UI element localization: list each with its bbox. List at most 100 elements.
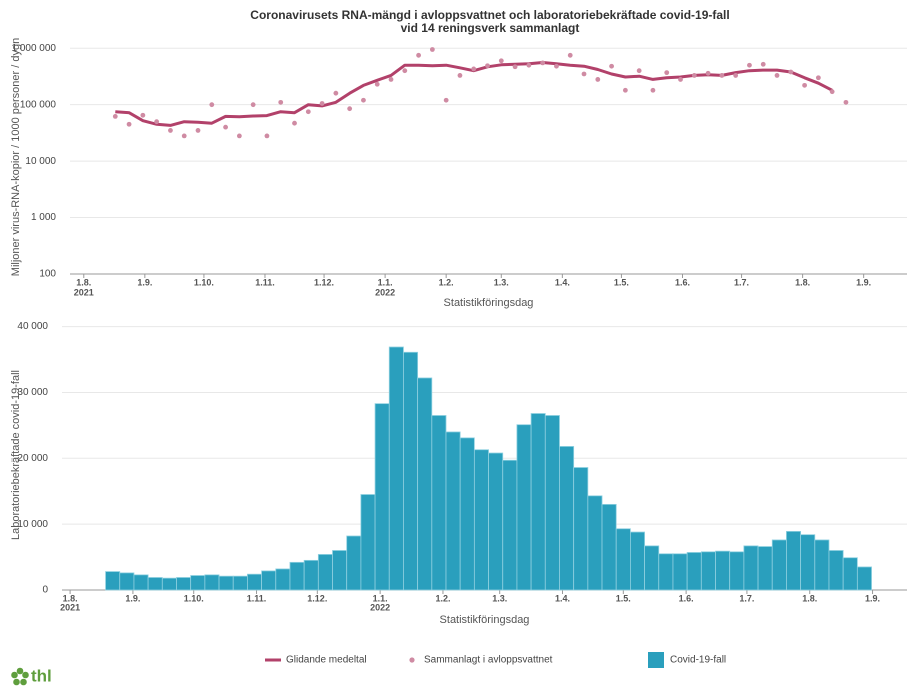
data-point xyxy=(223,124,228,130)
legend-label: Sammanlagt i avloppsvattnet xyxy=(424,655,553,666)
x-tick-label: 1.8. xyxy=(802,593,817,603)
data-point xyxy=(250,102,256,108)
bar xyxy=(573,467,589,591)
data-point xyxy=(691,73,697,78)
data-point xyxy=(388,77,394,82)
bar xyxy=(360,494,376,591)
data-point xyxy=(112,114,118,119)
data-point xyxy=(374,81,380,87)
chart-subtitle: vid 14 reningsverk sammanlagt xyxy=(401,21,580,35)
y-tick-label: 20 000 xyxy=(17,453,48,464)
x-tick-label: 1.8. xyxy=(795,277,810,287)
x-tick-label: 1.5. xyxy=(616,593,631,603)
x-tick-label: 1.3. xyxy=(494,277,509,287)
x-tick-label: 1.10. xyxy=(194,277,214,287)
bar xyxy=(488,452,504,591)
data-point xyxy=(236,133,242,139)
bar xyxy=(658,553,674,591)
bar xyxy=(544,415,560,591)
x-tick-label: 1.1. xyxy=(373,593,388,603)
x-tick-label: 1.9. xyxy=(125,593,140,603)
bar xyxy=(856,566,872,591)
x-tick-label: 1.2. xyxy=(439,277,454,287)
x-tick-label: 1.9. xyxy=(137,277,152,287)
x-tick-label: 1.9. xyxy=(865,593,880,603)
bar xyxy=(147,577,163,591)
bar xyxy=(303,559,319,591)
data-point xyxy=(774,73,780,78)
bar xyxy=(190,575,206,591)
x-tick-year: 2022 xyxy=(375,287,395,297)
data-point xyxy=(609,63,614,69)
logo-mark xyxy=(22,671,29,679)
x-tick-label: 1.11. xyxy=(255,277,275,287)
x-tick-label: 1.10. xyxy=(184,593,204,603)
data-point xyxy=(305,109,311,115)
bar xyxy=(119,572,135,591)
bar xyxy=(700,551,716,591)
x-tick-label: 1.4. xyxy=(555,277,570,287)
bar xyxy=(374,403,390,591)
data-point xyxy=(402,68,408,74)
bar xyxy=(771,539,787,591)
x-tick-label: 1.8. xyxy=(76,277,91,287)
bar xyxy=(261,570,277,591)
x-tick-label: 1.3. xyxy=(492,593,507,603)
bar xyxy=(431,415,447,591)
x-tick-label: 1.12. xyxy=(307,593,327,603)
x-tick-label: 1.2. xyxy=(435,593,450,603)
data-point xyxy=(361,97,366,103)
bar xyxy=(459,437,475,591)
x-tick-label: 1.6. xyxy=(675,277,690,287)
data-point xyxy=(457,73,463,78)
data-point xyxy=(292,120,297,126)
data-point xyxy=(719,73,725,78)
y-tick-label: 100 000 xyxy=(20,99,57,110)
data-point xyxy=(195,128,201,133)
data-point xyxy=(788,69,794,75)
bar xyxy=(502,459,518,591)
legend-label: Covid-19-fall xyxy=(670,655,726,666)
bar xyxy=(629,531,645,591)
data-point xyxy=(181,133,187,139)
data-point xyxy=(485,63,490,69)
x-tick-label: 1.7. xyxy=(734,277,749,287)
x-tick-label: 1.5. xyxy=(614,277,629,287)
bar xyxy=(105,571,121,591)
x-tick-label: 1.11. xyxy=(247,593,267,603)
bar xyxy=(332,550,348,591)
data-point xyxy=(278,99,284,105)
logo-mark xyxy=(11,671,18,679)
data-point xyxy=(140,112,146,118)
data-point xyxy=(347,106,353,112)
bar xyxy=(317,554,333,591)
data-point xyxy=(705,70,711,76)
y-tick-label: 100 xyxy=(39,269,56,280)
data-point xyxy=(126,121,132,127)
data-point xyxy=(815,75,821,81)
data-point xyxy=(540,60,546,66)
data-point xyxy=(829,89,835,95)
bar xyxy=(204,574,220,591)
logo-mark xyxy=(16,667,24,675)
x-tick-label: 1.12. xyxy=(314,277,334,287)
bar xyxy=(842,557,858,591)
x-tick-label: 1.9. xyxy=(856,277,871,287)
y-axis-title: Laboratoriebekräftade covid-19-fall xyxy=(10,370,22,540)
y-tick-label: 1 000 xyxy=(31,212,56,223)
data-point xyxy=(747,62,752,68)
data-point xyxy=(650,87,656,93)
trend-line xyxy=(115,61,833,127)
data-point xyxy=(802,82,807,88)
bar xyxy=(247,573,262,591)
bar xyxy=(232,575,248,591)
bar xyxy=(743,545,759,591)
x-tick-label: 1.4. xyxy=(555,593,570,603)
bar xyxy=(672,553,688,591)
y-tick-label: 1 000 000 xyxy=(12,43,57,54)
bar xyxy=(516,424,532,591)
data-point xyxy=(333,90,339,96)
bar xyxy=(176,577,192,591)
data-point xyxy=(443,97,449,103)
